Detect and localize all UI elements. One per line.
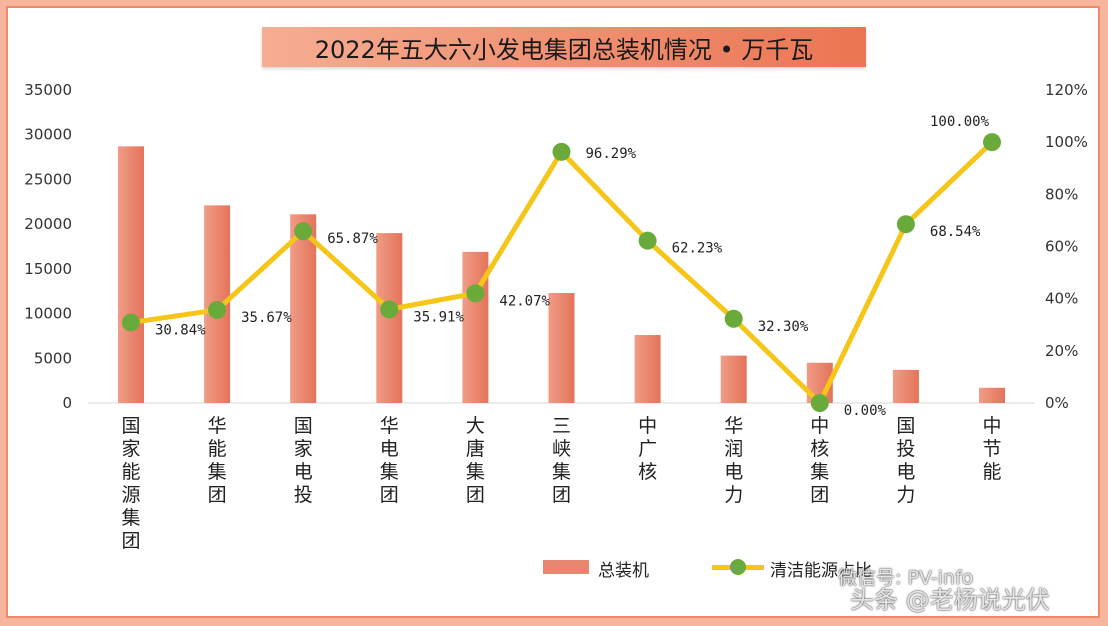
category-label: 集 — [208, 461, 227, 483]
y-left-tick: 20000 — [24, 215, 72, 233]
y-left-tick: 25000 — [24, 170, 72, 188]
y-left-tick: 5000 — [34, 349, 72, 367]
category-label: 核 — [810, 438, 829, 460]
category-label: 能 — [982, 461, 1001, 483]
data-label: 100.00% — [930, 114, 990, 130]
category-label: 广 — [638, 438, 657, 460]
category-label: 大 — [466, 415, 485, 437]
bar — [979, 387, 1005, 403]
category-label: 电 — [896, 461, 915, 483]
category-label: 三 — [552, 415, 571, 437]
bar — [892, 369, 919, 403]
category-label: 团 — [380, 484, 399, 506]
y-right-tick: 20% — [1045, 342, 1078, 360]
line-marker — [896, 215, 915, 234]
category-label: 能 — [121, 461, 140, 483]
line-marker — [380, 300, 399, 319]
category-label: 华 — [380, 415, 399, 437]
data-label: 42.07% — [499, 293, 550, 309]
y-left-tick: 10000 — [24, 305, 72, 323]
bar — [634, 335, 661, 403]
chart-title: 2022年五大六小发电集团总装机情况 • 万千瓦 — [262, 27, 866, 67]
data-label: 0.00% — [844, 403, 887, 419]
bar — [548, 293, 575, 403]
category-label: 团 — [208, 484, 227, 506]
category-label: 投 — [294, 484, 313, 506]
category-label: 唐 — [466, 438, 485, 460]
line-marker — [983, 133, 1001, 152]
legend-line-marker — [730, 559, 746, 575]
legend-bar-label: 总装机 — [598, 561, 649, 581]
category-label: 投 — [896, 438, 915, 460]
y-left-tick: 0 — [62, 394, 72, 412]
category-label: 电 — [380, 438, 399, 460]
bar — [118, 146, 144, 403]
y-right-tick: 40% — [1045, 290, 1078, 308]
category-label: 华 — [208, 415, 227, 437]
bar — [290, 214, 317, 403]
category-label: 源 — [121, 484, 140, 506]
bar — [720, 355, 747, 403]
category-label: 华 — [724, 415, 743, 437]
category-label: 家 — [121, 438, 140, 460]
category-label: 核 — [638, 461, 657, 483]
line-marker — [208, 300, 227, 319]
legend-bar-swatch — [543, 560, 589, 574]
line-marker — [466, 284, 485, 303]
category-label: 国 — [294, 415, 313, 437]
y-right-tick: 100% — [1045, 133, 1088, 151]
y-right-tick: 120% — [1045, 81, 1088, 99]
category-label: 中 — [810, 415, 829, 437]
category-label: 国 — [896, 415, 915, 437]
data-label: 62.23% — [672, 241, 723, 257]
line-marker — [638, 231, 657, 250]
data-label: 65.87% — [327, 231, 378, 247]
y-left-tick: 35000 — [24, 81, 72, 99]
category-label: 团 — [552, 484, 571, 506]
category-label: 润 — [724, 438, 743, 460]
category-label: 节 — [982, 438, 1001, 460]
line-marker — [122, 313, 140, 332]
category-label: 团 — [810, 484, 829, 506]
line-marker — [294, 222, 313, 241]
category-label: 能 — [208, 438, 227, 460]
y-left-tick: 15000 — [24, 260, 72, 278]
line-marker — [810, 394, 829, 412]
watermark-author: 头条 @老杨说光伏 — [850, 586, 1050, 614]
data-label: 35.67% — [241, 310, 292, 326]
y-left-tick: 30000 — [24, 126, 72, 144]
y-right-tick: 60% — [1045, 238, 1078, 256]
legend-line-label: 清洁能源占比 — [770, 561, 872, 581]
category-label: 集 — [552, 461, 571, 483]
line-marker — [552, 142, 571, 161]
category-label: 电 — [724, 461, 743, 483]
category-label: 集 — [810, 461, 829, 483]
data-label: 35.91% — [413, 309, 464, 325]
category-label: 电 — [294, 461, 313, 483]
data-label: 32.30% — [758, 319, 809, 335]
category-label: 家 — [294, 438, 313, 460]
data-label: 68.54% — [930, 224, 981, 240]
data-label: 96.29% — [586, 146, 637, 162]
y-right-tick: 0% — [1045, 394, 1069, 412]
y-right-tick: 80% — [1045, 185, 1078, 203]
category-label: 集 — [466, 461, 485, 483]
data-label: 30.84% — [155, 323, 206, 339]
category-label: 峡 — [552, 438, 571, 460]
category-label: 力 — [896, 484, 915, 506]
category-label: 中 — [982, 415, 1001, 437]
category-label: 集 — [380, 461, 399, 483]
category-label: 中 — [638, 415, 657, 437]
watermark-wechat: 微信号: PV-info — [838, 567, 974, 589]
category-label: 集 — [121, 507, 140, 529]
category-label: 团 — [121, 530, 140, 552]
category-label: 国 — [121, 415, 140, 437]
category-label: 团 — [466, 484, 485, 506]
category-label: 力 — [724, 484, 743, 506]
line-marker — [724, 309, 743, 328]
